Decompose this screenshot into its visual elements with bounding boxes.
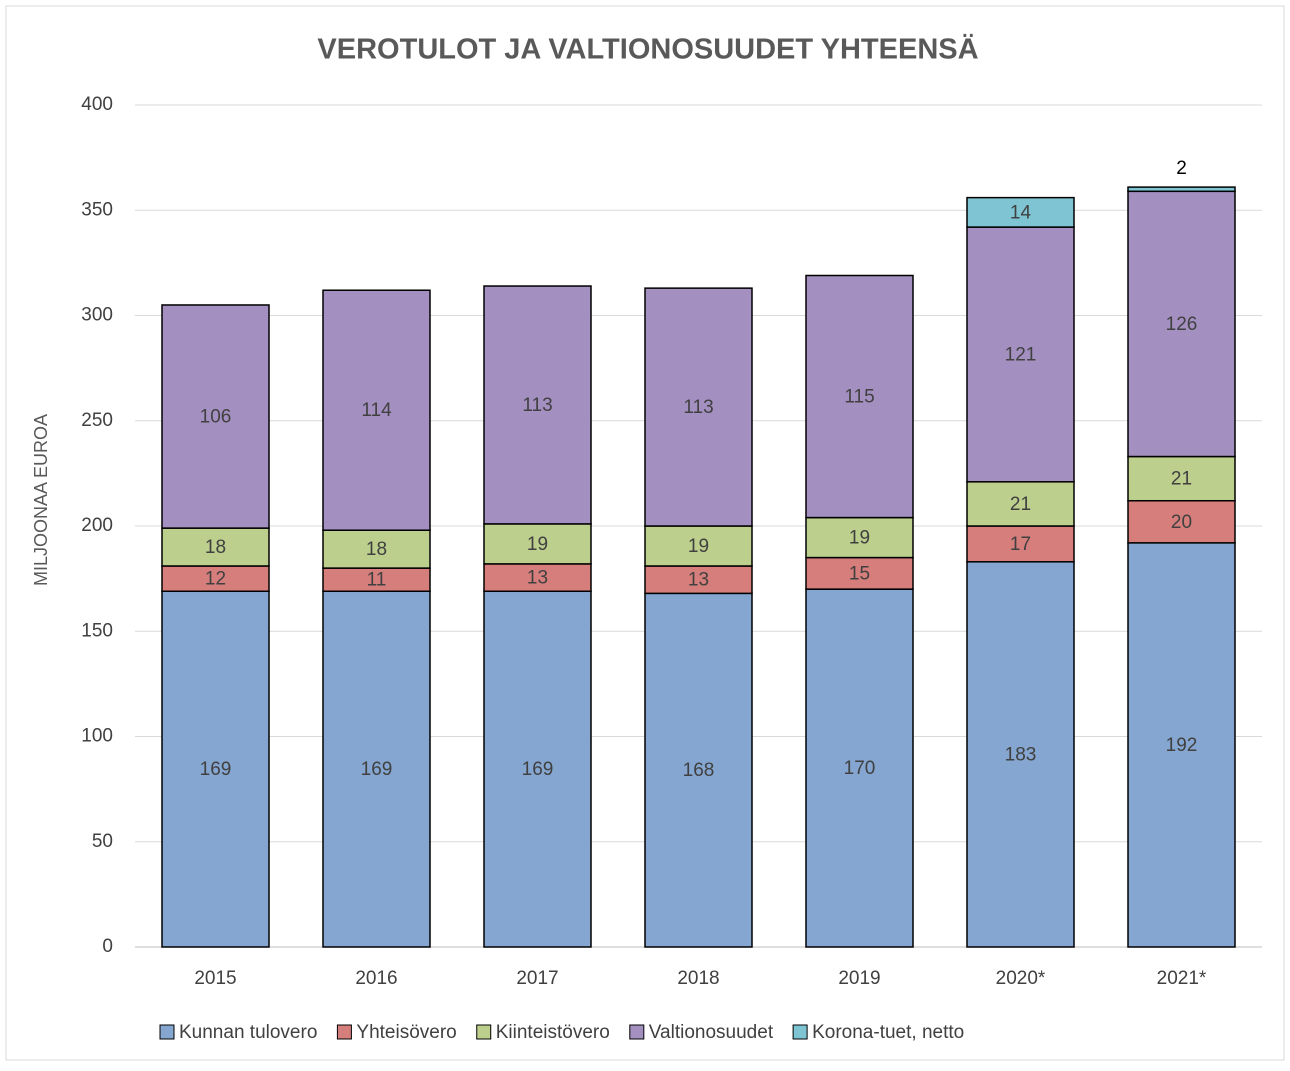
y-tick-label: 400 xyxy=(81,94,113,115)
x-tick-label: 2017 xyxy=(516,968,558,989)
bar-segment xyxy=(322,590,431,948)
bar-segment xyxy=(1127,499,1236,544)
y-tick-label: 200 xyxy=(81,515,113,536)
x-tick-label: 2021* xyxy=(1157,968,1207,989)
data-label: 106 xyxy=(200,407,232,428)
data-label: 19 xyxy=(849,528,870,549)
data-label: 169 xyxy=(361,759,393,780)
bar-segment xyxy=(483,590,592,948)
bar-segment xyxy=(322,289,431,531)
data-label: 21 xyxy=(1171,469,1192,490)
bar-segment xyxy=(966,226,1075,483)
legend-label: Kiinteistövero xyxy=(496,1022,610,1043)
bar-segment xyxy=(644,565,753,595)
data-label: 13 xyxy=(527,568,548,589)
bar-segment xyxy=(966,196,1075,228)
y-tick-label: 250 xyxy=(81,410,113,431)
data-label: 168 xyxy=(683,760,715,781)
legend-label: Korona-tuet, netto xyxy=(812,1022,964,1043)
bar-segment xyxy=(644,525,753,567)
data-label: 192 xyxy=(1166,735,1198,756)
legend-label: Kunnan tulovero xyxy=(179,1022,317,1043)
bar-segment xyxy=(966,561,1075,948)
x-tick-label: 2019 xyxy=(838,968,880,989)
data-label: 126 xyxy=(1166,314,1198,335)
y-tick-label: 50 xyxy=(92,831,113,852)
legend-label: Yhteisövero xyxy=(356,1022,456,1043)
x-tick-label: 2016 xyxy=(355,968,397,989)
data-label: 19 xyxy=(688,536,709,557)
legend-swatch xyxy=(792,1024,808,1040)
bar-segment xyxy=(644,592,753,948)
data-label: 18 xyxy=(205,537,226,558)
x-tick-label: 2015 xyxy=(194,968,236,989)
legend-swatch xyxy=(159,1024,175,1040)
chart-title: VEROTULOT JA VALTIONOSUUDET YHTEENSÄ xyxy=(317,33,978,66)
legend-swatch xyxy=(629,1024,645,1040)
data-label: 14 xyxy=(1010,202,1032,223)
bar-segment xyxy=(161,565,270,593)
legend-swatch xyxy=(476,1024,492,1040)
data-label: 169 xyxy=(200,759,232,780)
bar-segment xyxy=(161,590,270,948)
y-tick-label: 150 xyxy=(81,620,113,641)
bar-segment xyxy=(1127,186,1236,193)
data-label: 17 xyxy=(1010,534,1031,555)
y-tick-label: 300 xyxy=(81,305,113,326)
y-tick-label: 0 xyxy=(102,936,113,957)
data-label: 12 xyxy=(205,569,226,590)
bar-segment xyxy=(1127,542,1236,948)
data-label: 121 xyxy=(1005,344,1037,365)
data-label: 21 xyxy=(1010,494,1031,515)
data-label: 11 xyxy=(367,570,387,591)
bar-segment xyxy=(1127,190,1236,458)
data-label: 113 xyxy=(683,397,713,418)
bar-segment xyxy=(161,304,270,529)
bar-segment xyxy=(805,274,914,519)
data-label: 2 xyxy=(1176,158,1187,179)
data-label: 19 xyxy=(527,534,548,555)
data-label: 113 xyxy=(522,395,552,416)
data-label: 18 xyxy=(366,539,387,560)
bar-segment xyxy=(644,287,753,527)
data-label: 15 xyxy=(849,563,870,584)
data-label: 13 xyxy=(688,570,709,591)
x-tick-label: 2018 xyxy=(677,968,719,989)
data-label: 169 xyxy=(522,759,554,780)
x-tick-label: 2020* xyxy=(996,968,1046,989)
bar-segment xyxy=(322,529,431,569)
data-label: 170 xyxy=(844,758,876,779)
bar-segment xyxy=(966,525,1075,563)
bar-segment xyxy=(483,285,592,525)
bar-segment xyxy=(966,481,1075,527)
bar-segment xyxy=(483,563,592,593)
bar-segment xyxy=(161,527,270,567)
y-tick-label: 350 xyxy=(81,199,113,220)
y-axis-label: MILJOONAA EUROA xyxy=(31,414,51,586)
bar-segment xyxy=(805,588,914,948)
data-label: 115 xyxy=(844,387,874,408)
legend-label: Valtionosuudet xyxy=(649,1022,774,1043)
data-label: 20 xyxy=(1171,512,1192,533)
data-label: 183 xyxy=(1005,744,1037,765)
legend-swatch xyxy=(336,1024,352,1040)
data-label: 114 xyxy=(361,400,392,421)
y-tick-label: 100 xyxy=(81,726,113,747)
